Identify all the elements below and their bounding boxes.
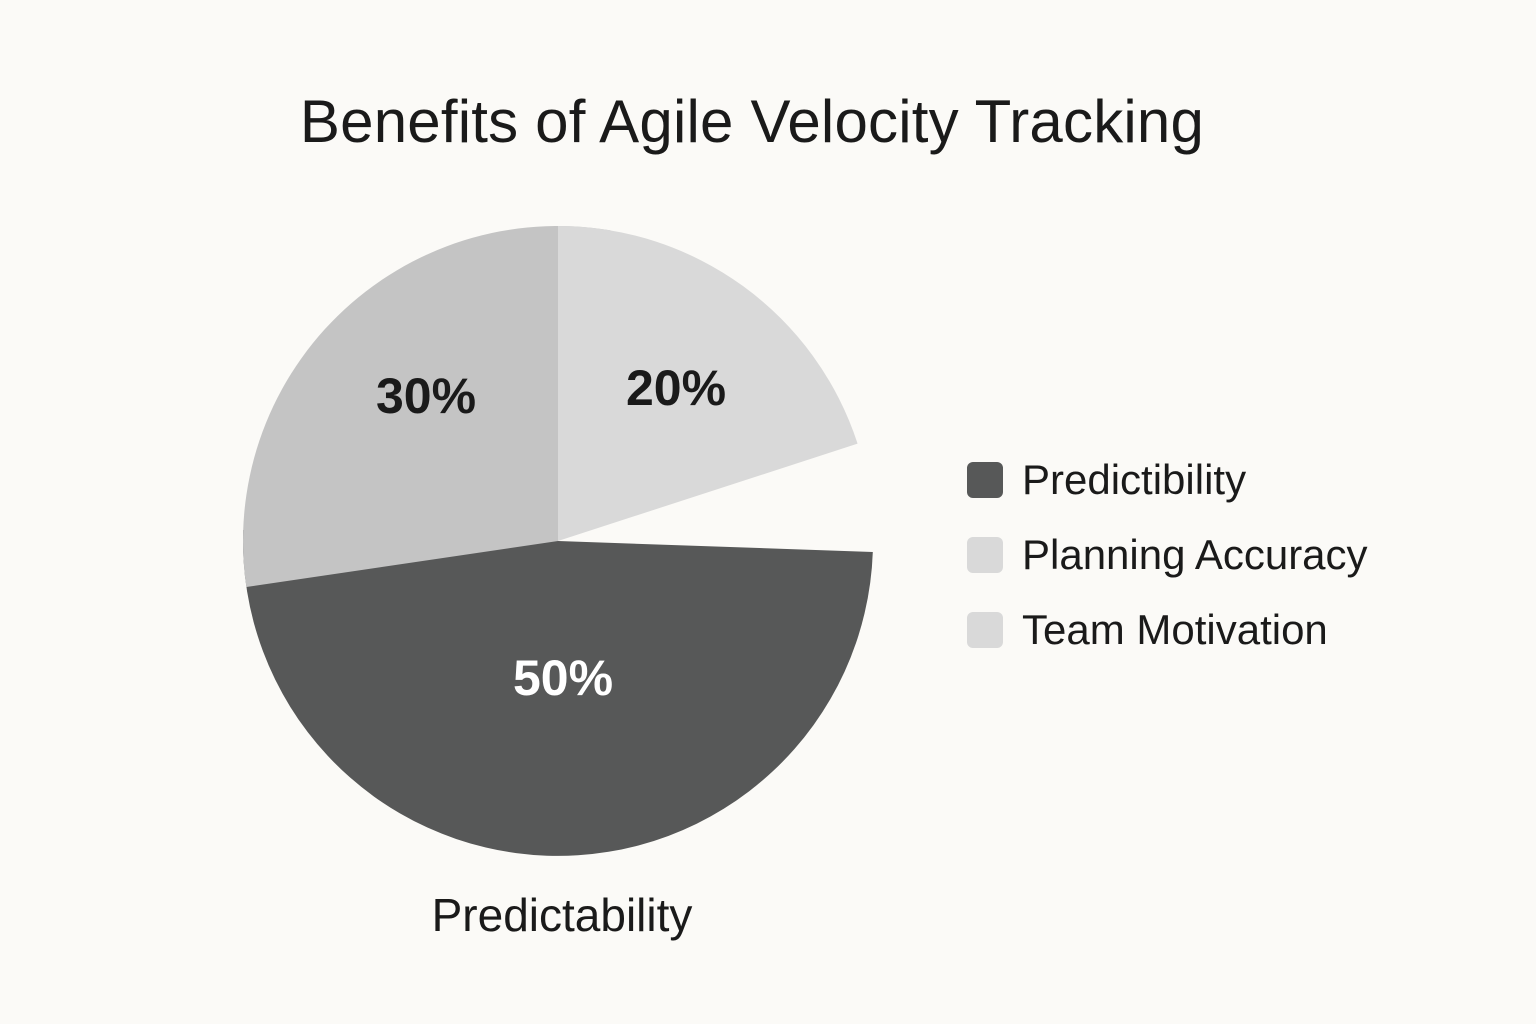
pie-bottom-label: Predictability <box>431 889 693 941</box>
legend-item-planning-accuracy: Planning Accuracy <box>967 527 1368 583</box>
pie-slice-predictability <box>243 530 873 856</box>
pie-slices <box>243 225 873 856</box>
legend-item-team-motivation: Team Motivation <box>967 602 1368 658</box>
legend: Predictibility Planning Accuracy Team Mo… <box>967 452 1368 677</box>
legend-label: Planning Accuracy <box>1022 531 1368 578</box>
legend-item-predictibility: Predictibility <box>967 452 1368 508</box>
legend-swatch <box>967 537 1003 573</box>
legend-label: Team Motivation <box>1022 606 1328 653</box>
pie-slice-value-label: 50% <box>513 650 613 706</box>
pie-slice-value-label: 20% <box>626 360 726 416</box>
chart-title: Benefits of Agile Velocity Tracking <box>299 88 1205 155</box>
pie-slice-labels: 50% 30% 20% <box>376 360 726 706</box>
pie-slice-value-label: 30% <box>376 368 476 424</box>
legend-swatch <box>967 462 1003 498</box>
legend-swatch <box>967 612 1003 648</box>
pie-slice-planning-accuracy <box>558 226 858 541</box>
legend-label: Predictibility <box>1022 456 1247 503</box>
pie-slice-team-motivation <box>243 225 611 588</box>
